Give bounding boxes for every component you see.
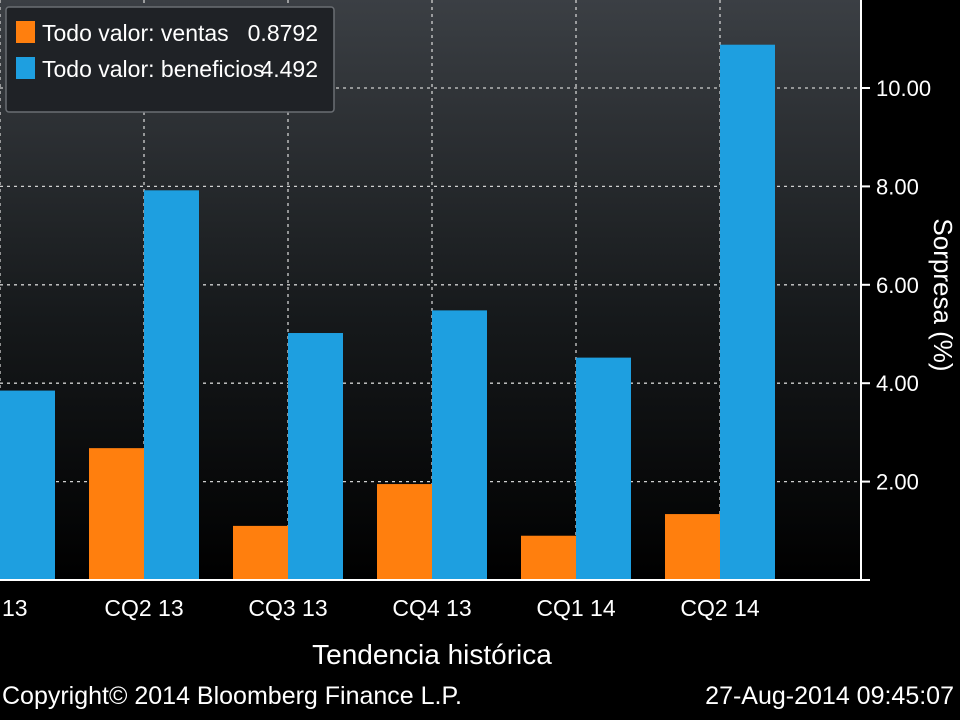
x-tick-label: CQ4 13: [392, 595, 471, 621]
x-axis-title: Tendencia histórica: [312, 639, 552, 670]
bar-beneficios-3: [432, 310, 487, 580]
y-tick-label: 2.00: [876, 470, 919, 495]
x-tick-label: 13: [2, 595, 28, 621]
copyright-text: Copyright© 2014 Bloomberg Finance L.P.: [2, 682, 462, 710]
legend-label-0: Todo valor: ventas: [42, 20, 229, 46]
y-tick-label: 8.00: [876, 174, 919, 199]
bar-beneficios-2: [288, 333, 343, 580]
bar-ventas-1: [89, 448, 144, 580]
bar-ventas-2: [233, 525, 288, 580]
footer: Copyright© 2014 Bloomberg Finance L.P. 2…: [0, 672, 960, 720]
y-tick-label: 4.00: [876, 371, 919, 396]
legend-swatch-1: [16, 57, 35, 79]
bar-beneficios-1: [144, 190, 199, 580]
x-tick-label: CQ2 13: [104, 595, 183, 621]
bar-chart: 2.00 4.00 6.00 8.00 10.00 13 CQ2 13 CQ3 13 CQ4 …: [0, 0, 958, 670]
axes: 2.00 4.00 6.00 8.00 10.00 13 CQ2 13 CQ3 13 CQ4 …: [0, 0, 958, 670]
legend-box: [5, 6, 335, 113]
x-tick-label: CQ2 14: [680, 595, 759, 621]
legend-value-1: 4.492: [260, 56, 318, 82]
y-tick-label: 6.00: [876, 273, 919, 298]
bars: [0, 44, 775, 581]
bar-beneficios-4: [576, 357, 631, 580]
legend-value-0: 0.8792: [248, 20, 318, 46]
y-tick-label: 10.00: [876, 76, 931, 101]
bar-ventas-5: [665, 514, 720, 580]
legend-swatch-0: [16, 21, 35, 43]
bar-ventas-4: [521, 535, 576, 580]
legend: Todo valor: ventas 0.8792 Todo valor: bene…: [5, 6, 335, 113]
bar-ventas-3: [377, 484, 432, 580]
bar-beneficios-0: [0, 390, 55, 580]
x-tick-label: CQ1 14: [536, 595, 615, 621]
bar-beneficios-5: [720, 44, 775, 581]
y-axis-title: Sorpresa (%): [928, 218, 958, 371]
timestamp-text: 27-Aug-2014 09:45:07: [705, 682, 954, 710]
x-tick-label: CQ3 13: [248, 595, 327, 621]
legend-label-1: Todo valor: beneficios: [42, 56, 264, 82]
